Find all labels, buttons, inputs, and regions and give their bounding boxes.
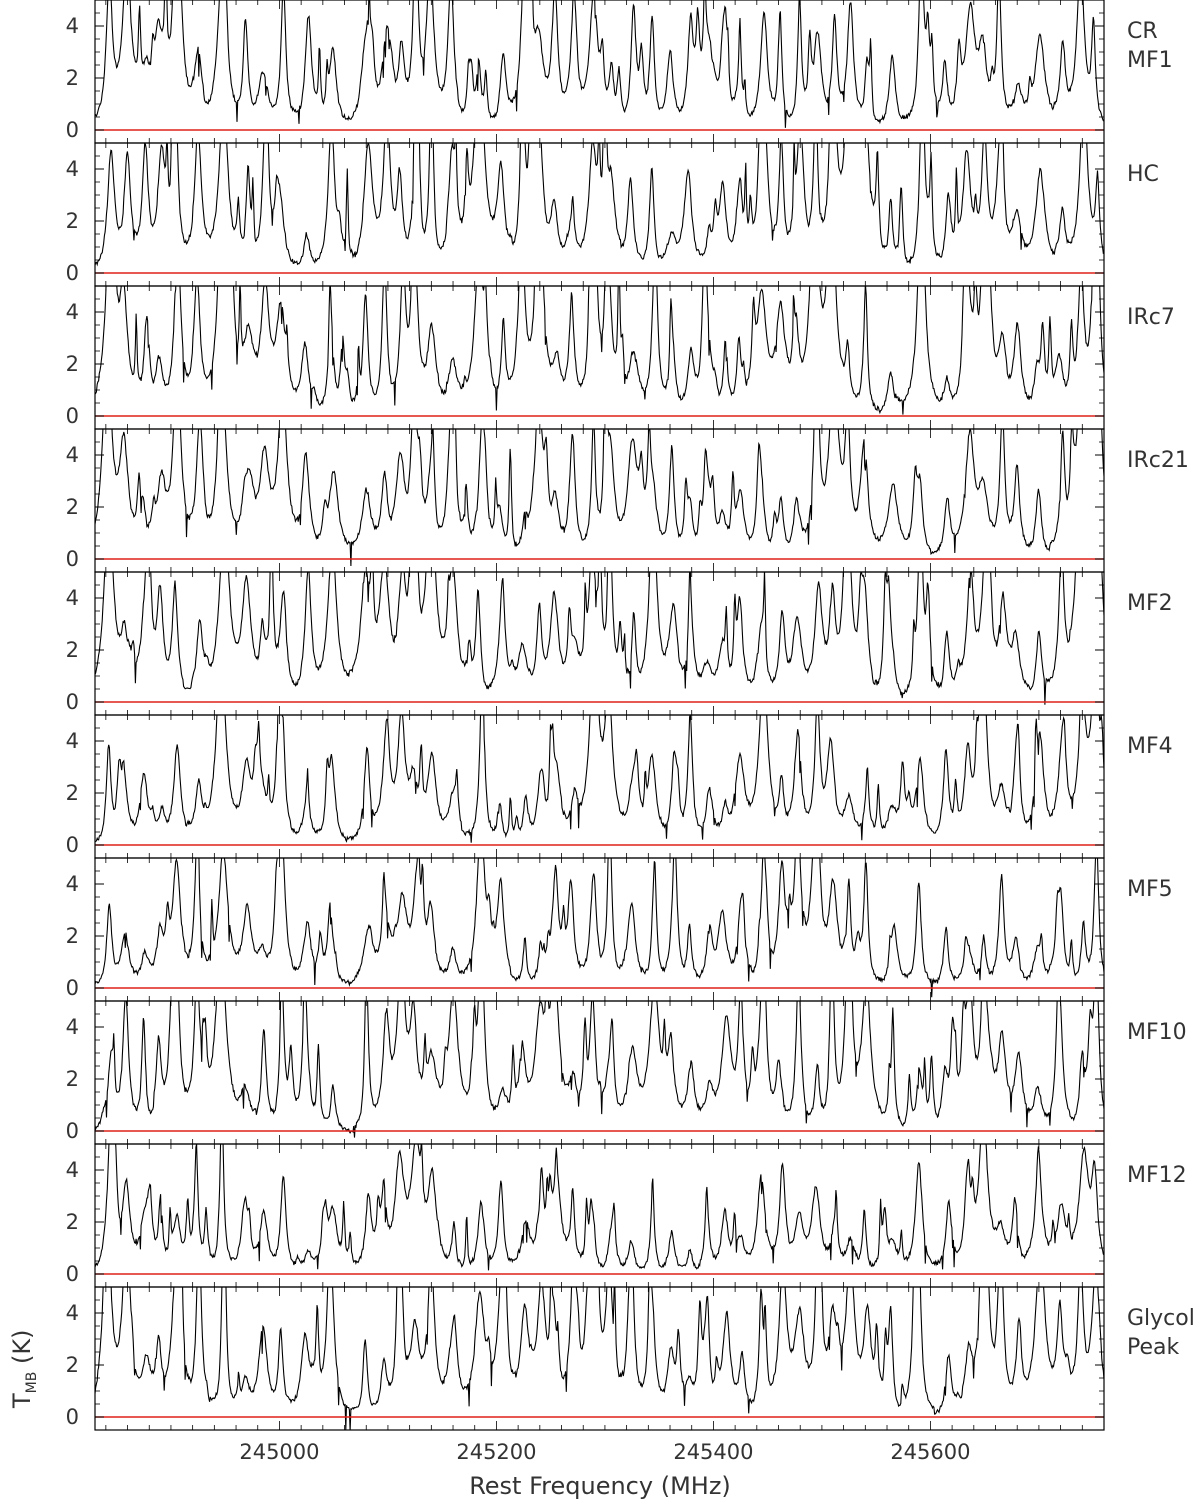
panel-frame (94, 1143, 1105, 1288)
y-tick-label: 0 (66, 1405, 79, 1429)
panel-mf2: 0 2 4 MF2 (66, 571, 1173, 716)
y-tick-label: 0 (66, 1119, 79, 1143)
spectrum-line (95, 143, 1104, 267)
y-tick-label: 0 (66, 261, 79, 285)
spectrum-line (95, 0, 1104, 128)
y-tick-label: 0 (66, 404, 79, 428)
spectrum-line (95, 1001, 1104, 1138)
panel-frame (94, 571, 1105, 716)
y-tick-label: 2 (66, 1353, 79, 1377)
y-tick-label: 0 (66, 1262, 79, 1286)
y-tick-label: 0 (66, 976, 79, 1000)
panel-mf10: 0 2 4 MF10 (66, 1000, 1187, 1145)
spectrum-line (95, 572, 1104, 705)
panel-glycol-peak: 0 2 4 Glycol Peak (66, 1286, 1195, 1431)
panel-label: MF5 (1127, 877, 1173, 902)
panel-label: CR (1127, 19, 1158, 44)
y-tick-label: 4 (66, 1158, 79, 1182)
panel-label: Peak (1127, 1335, 1179, 1360)
y-tick-label: 0 (66, 118, 79, 142)
y-tick-label: 2 (66, 924, 79, 948)
panel-frame (94, 714, 1105, 859)
spectrum-line (95, 1144, 1104, 1271)
panel-frame (94, 1286, 1105, 1431)
panel-mf12: 0 2 4 MF12 (66, 1143, 1187, 1288)
y-tick-label: 4 (66, 443, 79, 467)
panel-label: MF12 (1127, 1163, 1187, 1188)
y-tick-label: 4 (66, 300, 79, 324)
spectrum-line (95, 286, 1104, 415)
y-axis-title: TMB (K) (8, 1330, 40, 1409)
y-tick-label: 2 (66, 781, 79, 805)
y-axis-title-unit: (K) (8, 1330, 36, 1372)
spectrum-line (95, 1287, 1104, 1430)
spectrum-line (95, 429, 1104, 567)
x-tick-label: 245000 (239, 1440, 319, 1464)
y-tick-label: 2 (66, 1067, 79, 1091)
y-tick-label: 2 (66, 1210, 79, 1234)
spectrum-line (95, 715, 1104, 843)
panel-label: MF4 (1127, 734, 1173, 759)
y-tick-label: 4 (66, 586, 79, 610)
y-tick-label: 2 (66, 352, 79, 376)
y-tick-label: 2 (66, 66, 79, 90)
y-tick-label: 4 (66, 1301, 79, 1325)
y-tick-label: 4 (66, 872, 79, 896)
y-axis-title-main: T (8, 1393, 36, 1409)
panel-mf5: 0 2 4 MF5 (66, 857, 1173, 1002)
panel-label: Glycol (1127, 1306, 1195, 1331)
y-tick-label: 4 (66, 157, 79, 181)
panel-cr-mf1: 0 2 4 CR MF1 (66, 0, 1173, 144)
x-axis: 245000 245200 245400 245600 (239, 1440, 970, 1464)
panel-label: IRc7 (1127, 305, 1175, 330)
panel-hc: 0 2 4 HC (66, 142, 1159, 287)
y-tick-label: 0 (66, 833, 79, 857)
spectrum-line (95, 858, 1104, 998)
panel-frame (94, 285, 1105, 430)
y-tick-label: 4 (66, 14, 79, 38)
panel-irc21: 0 2 4 IRc21 (66, 428, 1189, 573)
y-tick-label: 0 (66, 690, 79, 714)
panel-frame (94, 142, 1105, 287)
x-axis-title: Rest Frequency (MHz) (469, 1472, 731, 1500)
panel-label: MF2 (1127, 591, 1173, 616)
panel-label: MF1 (1127, 48, 1173, 73)
x-tick-label: 245600 (890, 1440, 970, 1464)
panel-label: MF10 (1127, 1020, 1187, 1045)
panel-frame (94, 857, 1105, 1002)
x-tick-label: 245200 (456, 1440, 536, 1464)
panel-label: HC (1127, 162, 1159, 187)
x-tick-label: 245400 (673, 1440, 753, 1464)
y-tick-label: 2 (66, 638, 79, 662)
y-tick-label: 2 (66, 495, 79, 519)
y-tick-label: 4 (66, 1015, 79, 1039)
y-tick-label: 2 (66, 209, 79, 233)
y-tick-label: 0 (66, 547, 79, 571)
y-tick-label: 4 (66, 729, 79, 753)
y-axis-title-sub: MB (24, 1372, 40, 1394)
panel-label: IRc21 (1127, 448, 1189, 473)
panel-frame (94, 428, 1105, 573)
panel-mf4: 0 2 4 MF4 (66, 714, 1173, 859)
